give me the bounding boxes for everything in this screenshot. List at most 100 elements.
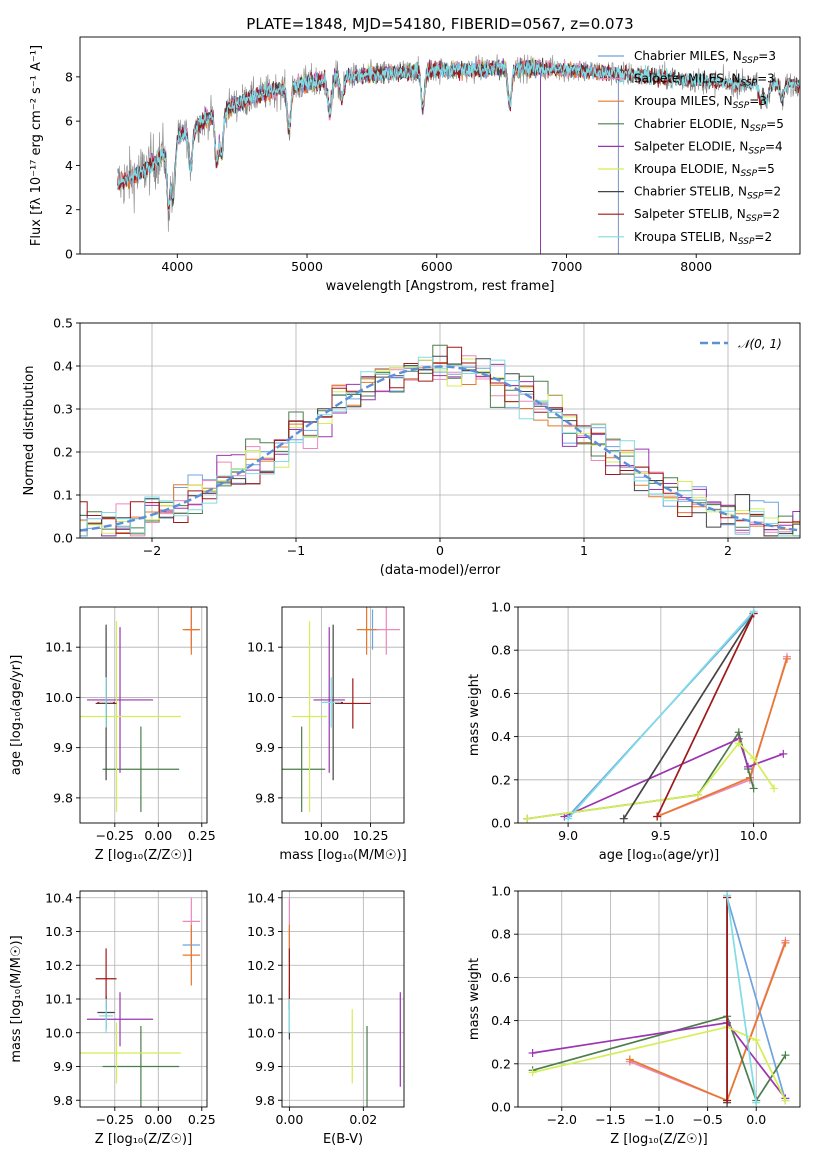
x-tick-label: −0.25 (96, 828, 134, 843)
legend-label: Salpeter MILES, NSSP=3 (634, 72, 775, 89)
x-tick-label: 8000 (680, 259, 712, 274)
x-axis-label: Z [log₁₀(Z/Z☉)] (95, 1132, 192, 1147)
axes-frame (79, 36, 801, 255)
x-tick-label: 10.0 (740, 828, 768, 843)
plot-area (80, 344, 800, 537)
y-tick-label: 10.1 (45, 640, 73, 655)
mass-weight-line (532, 1015, 787, 1103)
mass-weight-line (527, 730, 755, 820)
legend-nssp-value: =2 (754, 230, 772, 244)
grid-lines (518, 606, 800, 824)
y-axis-label: mass [log₁₀(M/M☉)] (9, 935, 24, 1062)
model-spectrum-line (117, 59, 800, 254)
y-tick-label: 6 (65, 114, 73, 129)
mass-weight-marker (781, 938, 790, 947)
legend-nssp-value: =3 (758, 49, 776, 63)
y-tick-label: 0.2 (491, 772, 511, 787)
legend-label: Salpeter ELODIE, NSSP=4 (634, 139, 783, 156)
plot-area (528, 891, 790, 1107)
axes-frame (281, 606, 405, 824)
mass-weight-marker (528, 1068, 537, 1077)
x-axis-label: wavelength [Angstrom, rest frame] (326, 279, 555, 294)
x-tick-label: 0.00 (275, 1112, 303, 1127)
mass-weight-marker (653, 812, 662, 821)
model-spectrum-line (150, 59, 541, 254)
axes-frame (79, 606, 208, 824)
y-tick-label: 10.0 (45, 1025, 73, 1040)
plot-area (523, 607, 792, 823)
x-axis-label: age [log₁₀(age/yr)] (599, 848, 720, 863)
y-axis-label: Normed distribution (22, 366, 37, 496)
mass-weight-marker (528, 1049, 537, 1057)
mass-weight-marker (781, 1051, 790, 1060)
figure-title: PLATE=1848, MJD=54180, FIBERID=0567, z=0… (246, 15, 633, 33)
mass-weight-marker (749, 784, 758, 793)
y-tick-label: 10.0 (247, 1025, 275, 1040)
errorbar-point (102, 1026, 180, 1107)
mass-vs-metallicity-panel: −0.25 0.00 0.25 9.8 9.9 10.0 10.1 10.2 10.3 10.4 Z… (9, 890, 216, 1147)
mass-weight-marker (749, 754, 758, 763)
grid-lines (80, 891, 207, 1107)
legend-label: 𝒩(0, 1) (738, 337, 782, 351)
y-tick-label: 0.8 (491, 643, 511, 658)
y-tick-label: 10.1 (45, 992, 73, 1007)
mass-weight-line (527, 741, 775, 820)
mass-weight-line (656, 613, 755, 817)
x-tick-label: 6000 (421, 259, 453, 274)
y-axis-label: Flux [fλ 10⁻¹⁷ erg cm⁻² s⁻¹ A⁻¹] (29, 45, 44, 246)
mass-weight-marker (770, 784, 779, 793)
y-tick-label: 0.4 (53, 359, 73, 374)
errorbar-point (99, 999, 114, 1033)
y-tick-label: 0.5 (53, 316, 73, 331)
mass-weight-marker (625, 1055, 634, 1064)
axes-frame (517, 606, 801, 824)
mass-weight-marker (523, 814, 532, 823)
x-axis-label: E(B-V) (323, 1132, 363, 1147)
x-tick-label: −2 (143, 543, 161, 558)
x-tick-label: 10.00 (303, 828, 339, 843)
grid-lines (282, 607, 404, 823)
mass-weight-line (726, 897, 787, 1101)
x-tick-label: 0.02 (349, 1112, 377, 1127)
plot-area (282, 607, 401, 812)
x-tick-label: 4000 (161, 259, 193, 274)
legend-subscript: SSP (738, 237, 755, 247)
legend-label: Chabrier ELODIE, NSSP=5 (634, 117, 784, 134)
spectrum-legend: Chabrier MILES, NSSP=3 Salpeter MILES, NS… (598, 49, 784, 247)
y-tick-label: 10.2 (247, 958, 275, 973)
y-tick-label: 0.3 (53, 402, 73, 417)
model-spectrum-line (117, 59, 800, 254)
mass-weight-line (726, 895, 758, 1103)
mass-weight-line (564, 737, 784, 818)
y-tick-label: 0.0 (491, 816, 511, 831)
y-tick-label: 2 (65, 202, 73, 217)
legend-subscript: SSP (750, 124, 767, 134)
legend-subscript: SSP (741, 169, 758, 179)
mass-weight-vs-age-panel: 9.0 9.5 10.0 0.0 0.2 0.4 0.6 0.8 1.0 age [log₁₀(a… (467, 600, 801, 863)
axes-frame (517, 890, 801, 1108)
y-tick-label: 9.9 (255, 740, 275, 755)
y-tick-label: 9.8 (53, 790, 73, 805)
errorbar-point (282, 726, 326, 812)
y-tick-label: 0.1 (53, 488, 73, 503)
y-tick-label: 10.3 (45, 924, 73, 939)
y-tick-label: 0.4 (491, 1013, 511, 1028)
y-tick-label: 0.2 (53, 445, 73, 460)
residual-histogram (80, 356, 800, 537)
plot-area (288, 897, 401, 1107)
mass-weight-marker (744, 762, 753, 771)
mass-weight-marker (693, 790, 702, 799)
errorbar-point (335, 678, 371, 729)
grid-lines (282, 891, 404, 1107)
y-tick-label: 0.0 (53, 531, 73, 546)
y-tick-label: 8 (65, 69, 73, 84)
legend-subscript: SSP (741, 79, 758, 89)
y-tick-label: 10.4 (247, 890, 275, 905)
x-tick-label: 0 (436, 543, 444, 558)
x-tick-label: 0.00 (144, 828, 172, 843)
legend-subscript: SSP (746, 214, 763, 224)
y-tick-label: 9.8 (53, 1093, 73, 1108)
mass-weight-marker (752, 1036, 761, 1045)
age-vs-metallicity-panel: −0.25 0.00 0.25 9.8 9.9 10.0 10.1 Z [log₁₀(Z/Z☉… (9, 606, 216, 863)
y-tick-label: 10.2 (45, 958, 73, 973)
